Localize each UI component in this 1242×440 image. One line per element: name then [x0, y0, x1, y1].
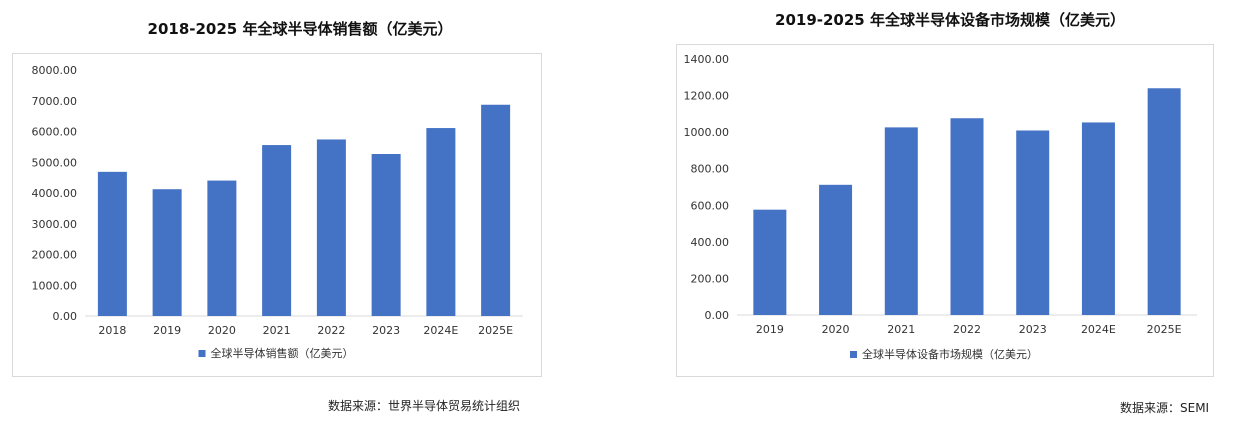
legend-label: 全球半导体设备市场规模（亿美元）: [862, 347, 1038, 361]
bar-2020: [207, 180, 237, 316]
bar-2022: [316, 139, 346, 316]
chart-1-source: 数据来源：世界半导体贸易统计组织: [328, 399, 521, 413]
y-tick-label: 6000.00: [32, 126, 78, 139]
x-tick-label: 2020: [208, 324, 236, 337]
bar-2022: [950, 118, 984, 315]
x-tick-label: 2023: [1019, 323, 1047, 336]
bar-2024E: [426, 128, 456, 316]
bar-2023: [371, 154, 401, 316]
bar-2019: [753, 209, 787, 315]
chart-2-container: 0.00 200.00 400.00 600.00 800.00 1000.00 1200.…: [676, 44, 1214, 377]
x-tick-label: 2019: [756, 323, 784, 336]
chart-2-source: 数据来源：SEMI: [1120, 401, 1210, 415]
y-tick-label: 200.00: [691, 272, 730, 285]
x-tick-label: 2024E: [1081, 323, 1116, 336]
y-tick-label: 1000.00: [684, 126, 730, 139]
y-tick-label: 5000.00: [32, 156, 78, 169]
bar-2024E: [1081, 122, 1115, 315]
y-tick-label: 0.00: [53, 310, 78, 323]
x-tick-label: 2022: [317, 324, 345, 337]
y-tick-label: 0.00: [705, 309, 730, 322]
x-tick-label: 2020: [822, 323, 850, 336]
bar-2025E: [1147, 88, 1181, 315]
chart-1-container: 0.00 1000.00 2000.00 3000.00 4000.00 5000.00 6…: [12, 53, 542, 377]
bar-2021: [262, 145, 292, 316]
x-tick-label: 2025E: [1147, 323, 1182, 336]
bar-2023: [1016, 130, 1050, 315]
bar-2018: [97, 171, 127, 316]
x-tick-label: 2021: [263, 324, 291, 337]
legend-label: 全球半导体销售额（亿美元）: [211, 346, 354, 360]
y-tick-label: 600.00: [691, 199, 730, 212]
chart-2-svg: 0.00 200.00 400.00 600.00 800.00 1000.00 1200.…: [684, 53, 1197, 361]
chart-1-svg: 0.00 1000.00 2000.00 3000.00 4000.00 5000.00 6…: [32, 64, 523, 360]
chart-1-title: 2018-2025 年全球半导体销售额（亿美元）: [147, 20, 453, 38]
x-tick-label: 2021: [887, 323, 915, 336]
x-tick-label: 2025E: [478, 324, 513, 337]
bar-2025E: [481, 104, 511, 316]
bar-2019: [152, 189, 182, 316]
y-tick-label: 2000.00: [32, 249, 78, 262]
y-tick-label: 1000.00: [32, 279, 78, 292]
y-tick-label: 400.00: [691, 236, 730, 249]
x-tick-label: 2022: [953, 323, 981, 336]
y-tick-label: 8000.00: [32, 64, 78, 77]
x-tick-label: 2023: [372, 324, 400, 337]
x-tick-label: 2019: [153, 324, 181, 337]
y-tick-label: 1400.00: [684, 53, 730, 66]
y-tick-label: 4000.00: [32, 187, 78, 200]
y-tick-label: 800.00: [691, 163, 730, 176]
legend-swatch: [198, 350, 206, 357]
legend-swatch: [850, 351, 857, 358]
bar-2020: [819, 184, 853, 315]
y-tick-label: 1200.00: [684, 90, 730, 103]
x-tick-label: 2018: [98, 324, 126, 337]
chart-2-title: 2019-2025 年全球半导体设备市场规模（亿美元）: [775, 11, 1125, 29]
bar-2021: [884, 127, 918, 315]
y-tick-label: 7000.00: [32, 95, 78, 108]
x-tick-label: 2024E: [423, 324, 458, 337]
y-tick-label: 3000.00: [32, 218, 78, 231]
